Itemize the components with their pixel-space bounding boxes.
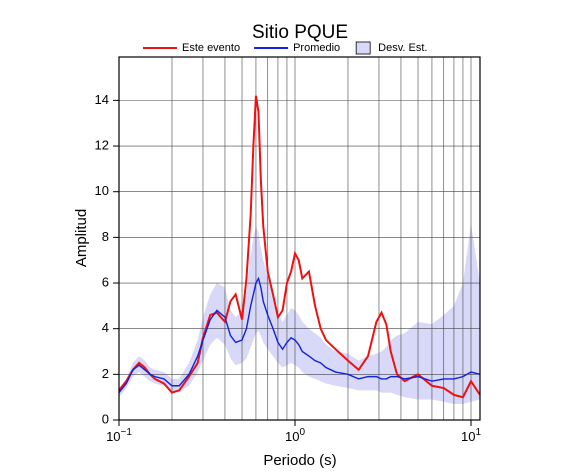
plot-frame bbox=[118, 56, 481, 421]
x-tick-label: 100 bbox=[285, 427, 305, 445]
y-tick-label: 0 bbox=[102, 411, 109, 426]
y-tick-label: 10 bbox=[95, 183, 109, 198]
series-line bbox=[118, 276, 481, 394]
legend-label: Promedio bbox=[293, 42, 340, 54]
std-band bbox=[119, 223, 480, 405]
legend-label: Este evento bbox=[182, 42, 240, 54]
chart-title: Sitio PQUE bbox=[252, 22, 348, 43]
x-tick-exponent: −1 bbox=[121, 427, 133, 438]
series-line bbox=[118, 95, 481, 399]
x-axis-label: Periodo (s) bbox=[263, 452, 336, 469]
legend-label: Desv. Est. bbox=[378, 42, 427, 54]
y-axis-label: Amplitud bbox=[73, 209, 90, 267]
y-tick-label: 14 bbox=[95, 92, 109, 107]
y-tick-label: 4 bbox=[102, 320, 109, 335]
legend-swatch bbox=[355, 41, 371, 55]
x-tick-base: 10 bbox=[285, 429, 299, 444]
x-tick-exponent: 0 bbox=[299, 427, 305, 438]
y-tick-label: 6 bbox=[102, 274, 109, 289]
x-tick-base: 10 bbox=[461, 429, 475, 444]
x-tick-label: 101 bbox=[461, 427, 481, 445]
x-tick-label: 10−1 bbox=[106, 427, 132, 445]
y-tick-label: 2 bbox=[102, 366, 109, 381]
y-tick-label: 8 bbox=[102, 229, 109, 244]
x-tick-base: 10 bbox=[106, 429, 120, 444]
y-tick-label: 12 bbox=[95, 137, 109, 152]
x-tick-exponent: 1 bbox=[475, 427, 481, 438]
